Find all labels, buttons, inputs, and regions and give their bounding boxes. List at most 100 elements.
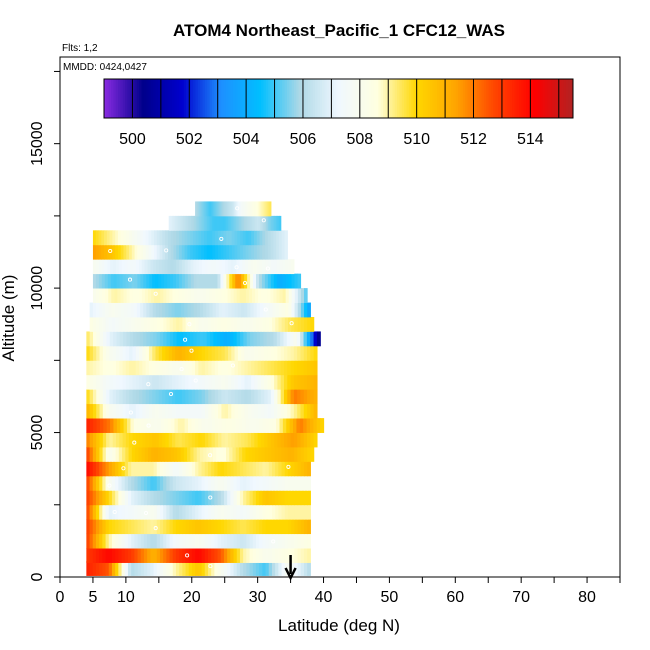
heatmap-cell [195,519,199,535]
heatmap-cell [159,302,163,318]
heatmap-cell [249,461,254,477]
heatmap-cell [102,519,107,535]
heatmap-cell [274,389,279,405]
dates-label: MMDD: 0424,0427 [63,62,147,73]
heatmap-cell [277,215,280,231]
heatmap-cell [226,215,229,231]
heatmap-cell [270,230,275,246]
heatmap-cell [208,201,210,217]
heatmap-cell [198,201,200,217]
heatmap-cell [134,490,139,506]
heatmap-cell [279,273,284,289]
heatmap-cell [260,374,265,390]
heatmap-cell [119,345,124,361]
colorbar-swatch [200,79,203,118]
heatmap-cell [123,244,127,260]
colorbar-swatch [305,79,309,118]
heatmap-cell [93,331,97,347]
heatmap-cell [255,548,260,563]
heatmap-cell [241,403,246,419]
heatmap-cell [274,374,279,390]
heatmap-cell [307,389,311,405]
sample-point [153,291,158,296]
heatmap-cell [303,345,308,361]
heatmap-cell [112,403,117,419]
heatmap-cell [247,273,251,289]
heatmap-cell [271,548,276,563]
heatmap-cell [121,548,126,563]
heatmap-cell [284,432,288,448]
heatmap-cell [148,403,153,419]
heatmap-cell [92,519,97,535]
heatmap-cell [247,403,252,419]
heatmap-cell [195,490,199,506]
heatmap-cell [208,389,213,405]
heatmap-cell [187,259,192,275]
heatmap-cell [274,403,279,419]
heatmap-cell [188,360,193,376]
heatmap-cell [247,389,252,405]
heatmap-cell [124,475,129,491]
heatmap-cell [247,215,250,231]
heatmap-cell [179,461,183,477]
heatmap-cell [201,418,206,433]
heatmap-cell [294,490,299,506]
colorbar-swatch [202,79,206,118]
heatmap-cell [228,418,233,433]
heatmap-cell [146,331,151,347]
heatmap-cell [163,331,168,347]
heatmap-cell [150,519,155,535]
heatmap-cell [171,302,176,318]
heatmap-cell [281,519,286,535]
heatmap-cell [129,345,134,361]
heatmap-cell [140,273,144,289]
sample-point [261,218,266,223]
heatmap-cell [249,475,254,491]
heatmap-cell [176,215,179,231]
heatmap-cell [236,504,241,520]
heatmap-cell [230,504,235,520]
heatmap-cell [148,360,153,376]
heatmap-cell [179,317,184,332]
heatmap-cell [137,533,142,549]
heatmap-cell [96,345,101,361]
heatmap-cell [179,548,183,563]
heatmap-cell [195,201,197,217]
colorbar-swatch [315,79,318,118]
colorbar-swatch [352,79,356,118]
heatmap-cell [270,244,275,260]
heatmap-cell [287,490,292,506]
colorbar-swatch [568,79,572,118]
heatmap-cell [179,230,183,246]
heatmap-cell [195,317,200,332]
heatmap-cell [148,288,152,303]
heatmap-cell [102,374,107,390]
heatmap-cell [253,259,258,275]
heatmap-cell [204,230,208,246]
heatmap-cell [183,215,186,231]
heatmap-cell [214,345,219,361]
heatmap-cell [220,317,225,332]
heatmap-cell [95,504,100,520]
heatmap-cell [287,345,292,361]
heatmap-cell [89,331,94,347]
heatmap-cell [122,374,127,390]
sample-point [146,382,151,387]
heatmap-cell [223,461,228,477]
heatmap-cell [123,331,128,347]
heatmap-cell [127,418,131,433]
heatmap-cell [313,389,318,405]
heatmap-cell [255,288,259,303]
heatmap-cell [176,317,180,332]
heatmap-cell [267,273,272,289]
heatmap-cell [207,461,212,477]
heatmap-cell [228,244,233,260]
heatmap-cell [175,561,180,576]
heatmap-cell [234,244,238,260]
heatmap-cell [181,273,186,289]
heatmap-cell [262,519,267,535]
heatmap-cell [124,302,129,318]
x-tick-label: 5 [88,589,97,606]
colorbar-swatch [289,79,293,118]
heatmap-cell [237,230,241,246]
